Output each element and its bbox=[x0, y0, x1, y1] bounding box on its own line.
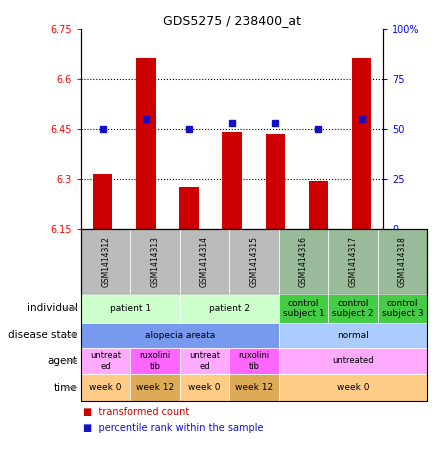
Text: ■  percentile rank within the sample: ■ percentile rank within the sample bbox=[83, 423, 264, 433]
Bar bbox=[230, 374, 279, 401]
Bar bbox=[279, 229, 328, 294]
Text: untreat
ed: untreat ed bbox=[90, 351, 121, 371]
Text: untreat
ed: untreat ed bbox=[189, 351, 220, 371]
Text: week 12: week 12 bbox=[136, 383, 174, 392]
Text: week 12: week 12 bbox=[235, 383, 273, 392]
Text: week 0: week 0 bbox=[89, 383, 122, 392]
Text: GSM1414313: GSM1414313 bbox=[151, 236, 160, 287]
Bar bbox=[223, 132, 242, 229]
Bar bbox=[136, 58, 155, 229]
Text: disease state: disease state bbox=[8, 330, 78, 340]
Text: week 0: week 0 bbox=[188, 383, 221, 392]
Bar bbox=[230, 229, 279, 294]
Bar bbox=[131, 347, 180, 374]
Text: agent: agent bbox=[47, 356, 78, 366]
Bar bbox=[328, 294, 378, 323]
Bar bbox=[309, 181, 328, 229]
Bar bbox=[131, 229, 180, 294]
Text: control
subject 3: control subject 3 bbox=[381, 299, 423, 318]
Text: control
subject 1: control subject 1 bbox=[283, 299, 324, 318]
Text: patient 1: patient 1 bbox=[110, 304, 151, 313]
Text: ruxolini
tib: ruxolini tib bbox=[140, 351, 171, 371]
Text: week 0: week 0 bbox=[337, 383, 369, 392]
Bar bbox=[180, 347, 230, 374]
Bar bbox=[81, 229, 131, 294]
Text: ■  transformed count: ■ transformed count bbox=[83, 407, 190, 417]
Bar bbox=[81, 374, 131, 401]
Text: GSM1414315: GSM1414315 bbox=[250, 236, 258, 287]
Text: GSM1414317: GSM1414317 bbox=[348, 236, 357, 287]
Bar bbox=[279, 347, 427, 374]
Bar bbox=[180, 229, 230, 294]
Bar bbox=[352, 58, 371, 229]
Text: time: time bbox=[54, 383, 78, 393]
Bar bbox=[179, 187, 199, 229]
Bar bbox=[279, 294, 328, 323]
Text: GSM1414318: GSM1414318 bbox=[398, 236, 407, 287]
Bar bbox=[180, 294, 279, 323]
Bar bbox=[81, 323, 279, 347]
Bar bbox=[378, 294, 427, 323]
Text: alopecia areata: alopecia areata bbox=[145, 331, 215, 340]
Text: GSM1414314: GSM1414314 bbox=[200, 236, 209, 287]
Bar bbox=[81, 294, 180, 323]
Title: GDS5275 / 238400_at: GDS5275 / 238400_at bbox=[163, 14, 301, 27]
Text: GSM1414312: GSM1414312 bbox=[101, 236, 110, 287]
Bar bbox=[279, 374, 427, 401]
Text: normal: normal bbox=[337, 331, 369, 340]
Bar bbox=[93, 174, 112, 229]
Bar bbox=[81, 229, 427, 294]
Bar bbox=[328, 229, 378, 294]
Bar bbox=[265, 134, 285, 229]
Text: control
subject 2: control subject 2 bbox=[332, 299, 374, 318]
Text: patient 2: patient 2 bbox=[209, 304, 250, 313]
Bar bbox=[279, 323, 427, 347]
Bar bbox=[378, 229, 427, 294]
Bar bbox=[230, 347, 279, 374]
Bar bbox=[131, 374, 180, 401]
Bar bbox=[180, 374, 230, 401]
Text: individual: individual bbox=[27, 304, 78, 313]
Text: ruxolini
tib: ruxolini tib bbox=[238, 351, 270, 371]
Text: GSM1414316: GSM1414316 bbox=[299, 236, 308, 287]
Bar bbox=[81, 347, 131, 374]
Text: untreated: untreated bbox=[332, 357, 374, 366]
